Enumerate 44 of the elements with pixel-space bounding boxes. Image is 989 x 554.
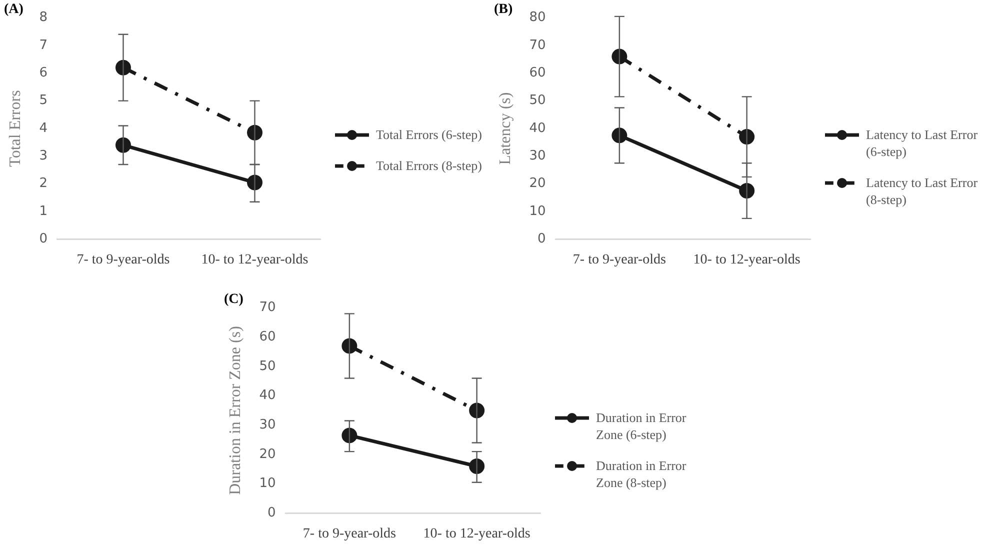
y-tick-label: 7	[39, 38, 48, 53]
x-tick-label: 7- to 9-year-olds	[76, 252, 170, 268]
y-axis-title: Total Errors	[6, 90, 24, 167]
y-tick-label: 80	[529, 10, 546, 26]
legend-label: Duration in Error Zone (8-step)	[596, 457, 688, 491]
y-tick-label: 0	[39, 232, 48, 247]
y-tick-label: 0	[267, 506, 276, 521]
legend-label: Duration in Error Zone (6-step)	[596, 409, 688, 443]
y-tick-label: 5	[39, 93, 48, 108]
y-tick-label: 70	[259, 300, 276, 316]
y-tick-label: 10	[259, 476, 276, 492]
y-tick-label: 4	[39, 120, 48, 136]
y-tick-label: 20	[529, 176, 546, 192]
y-tick-label: 0	[537, 232, 546, 247]
y-tick-label: 20	[259, 446, 276, 462]
legend-label: Total Errors (6-step)	[376, 126, 483, 143]
chart-title: (A)	[4, 2, 24, 18]
chart-title: (B)	[494, 2, 513, 18]
y-tick-label: 3	[39, 148, 48, 164]
legend-label: Total Errors (8-step)	[376, 157, 483, 174]
x-tick-label: 7- to 9-year-olds	[302, 526, 396, 542]
y-tick-label: 50	[529, 93, 546, 108]
y-tick-label: 8	[39, 10, 48, 26]
y-tick-label: 30	[529, 148, 546, 164]
y-tick-label: 10	[529, 204, 546, 219]
legend-label: Latency to Last Error (6-step)	[866, 126, 978, 160]
y-tick-label: 30	[259, 418, 276, 433]
y-tick-label: 6	[39, 66, 48, 81]
y-axis-title: Latency (s)	[496, 92, 514, 165]
x-tick-label: 10- to 12-year-olds	[693, 252, 800, 268]
y-axis-title: Duration in Error Zone (s)	[226, 326, 244, 495]
x-tick-label: 7- to 9-year-olds	[572, 252, 666, 268]
y-tick-label: 40	[529, 120, 546, 136]
y-tick-label: 70	[529, 38, 546, 53]
y-tick-label: 2	[39, 176, 48, 192]
y-tick-label: 40	[259, 388, 276, 404]
y-tick-label: 60	[259, 330, 276, 345]
y-tick-label: 50	[259, 358, 276, 374]
legend-label: Latency to Last Error (8-step)	[866, 174, 978, 208]
chart-title: (C)	[224, 292, 244, 308]
y-tick-label: 60	[529, 66, 546, 81]
x-tick-label: 10- to 12-year-olds	[423, 526, 530, 542]
x-tick-label: 10- to 12-year-olds	[201, 252, 308, 268]
y-tick-label: 1	[39, 204, 48, 219]
